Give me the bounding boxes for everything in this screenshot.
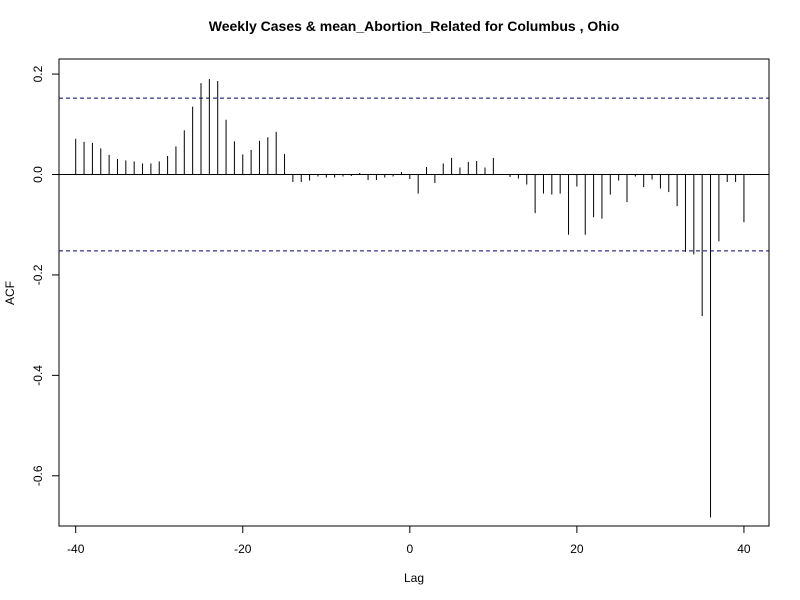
y-tick-label: -0.6 <box>31 465 45 486</box>
acf-bars <box>75 79 745 518</box>
x-tick-label: -20 <box>234 542 252 556</box>
x-axis: -40 -20 0 20 40 <box>67 525 751 556</box>
x-axis-label: Lag <box>404 571 424 585</box>
chart-title: Weekly Cases & mean_Abortion_Related for… <box>209 18 620 34</box>
x-tick-label: -40 <box>67 542 85 556</box>
y-axis-label: ACF <box>3 281 17 305</box>
plot-frame <box>58 58 770 527</box>
x-tick-label: 0 <box>406 542 413 556</box>
y-tick-label: 0.2 <box>31 65 45 82</box>
y-axis: 0.2 0.0 -0.2 -0.4 -0.6 <box>31 65 60 486</box>
x-tick-label: 40 <box>737 542 751 556</box>
y-tick-label: 0.0 <box>31 166 45 183</box>
x-tick-label: 20 <box>570 542 584 556</box>
y-tick-label: -0.4 <box>31 365 45 386</box>
y-tick-label: -0.2 <box>31 264 45 285</box>
